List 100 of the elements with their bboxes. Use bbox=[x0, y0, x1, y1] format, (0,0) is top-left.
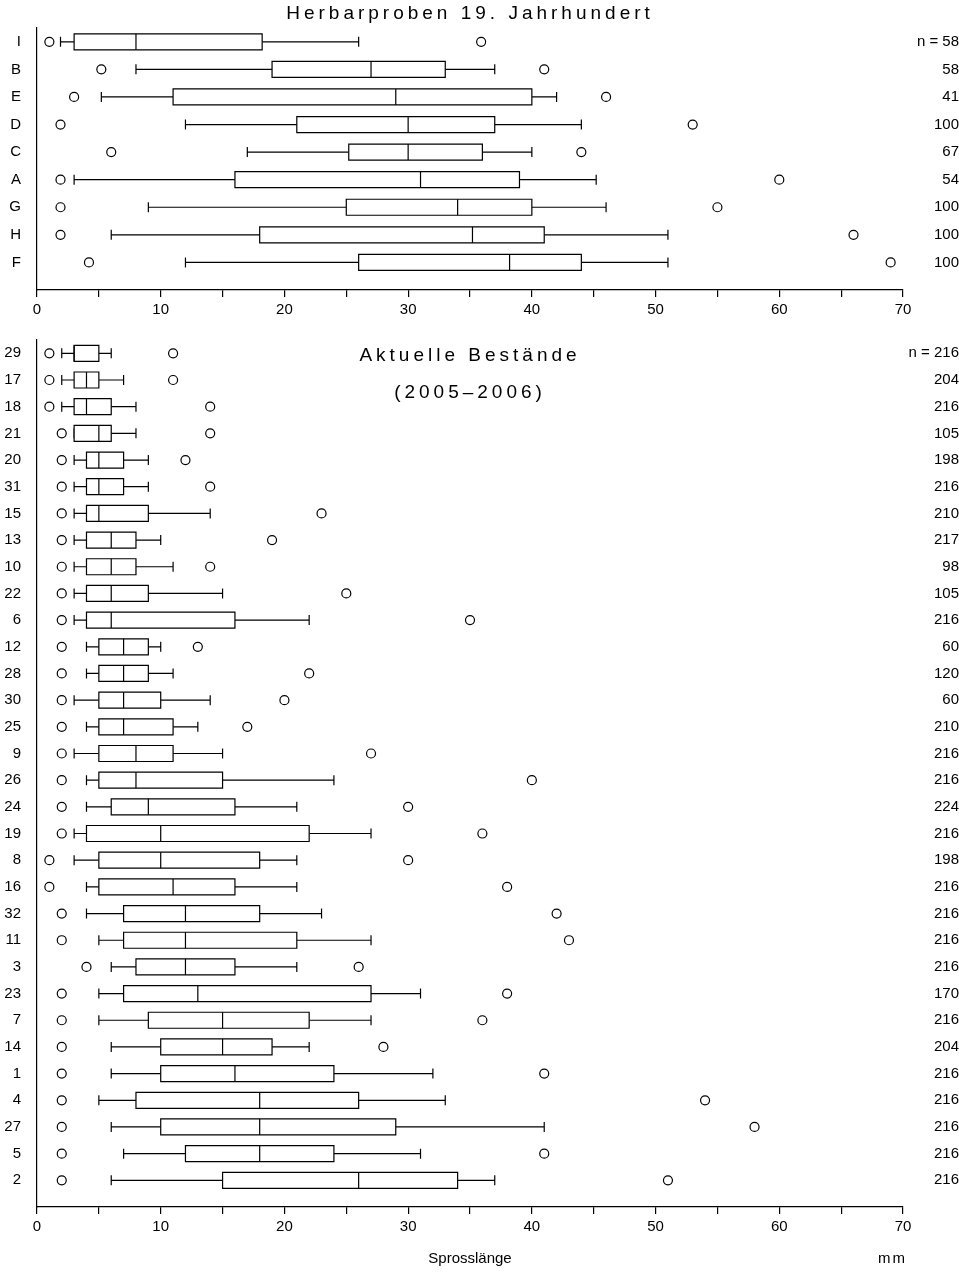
y2-tick-label: 100 bbox=[933, 252, 959, 270]
y2-tick-label: 216 bbox=[933, 957, 959, 975]
y-tick-label: 11 bbox=[5, 930, 21, 948]
y2-tick-label: 216 bbox=[933, 823, 959, 841]
x-axis-title: Sprosslänge bbox=[428, 1249, 512, 1267]
y-tick-label: 21 bbox=[4, 423, 21, 441]
y2-tick-label: 216 bbox=[933, 743, 959, 761]
y2-tick-label: 224 bbox=[933, 796, 959, 814]
y2-tick-label: 204 bbox=[933, 370, 959, 388]
y2-tick-label: 216 bbox=[933, 1143, 959, 1161]
y2-tick-label: 216 bbox=[933, 1010, 959, 1028]
y-tick-label: 14 bbox=[4, 1037, 21, 1055]
y2-tick-label: 100 bbox=[933, 197, 959, 215]
y-tick-label: D bbox=[10, 114, 22, 132]
y2-tick-label: 216 bbox=[933, 877, 959, 895]
y-tick-label: 29 bbox=[4, 343, 21, 361]
y-tick-label: 19 bbox=[4, 823, 21, 841]
y2-tick-label: 100 bbox=[933, 114, 959, 132]
y2-tick-label: 204 bbox=[933, 1037, 959, 1055]
x-tick-label: 70 bbox=[894, 1217, 912, 1235]
x-tick-label: 60 bbox=[770, 300, 788, 318]
y2-tick-label: 54 bbox=[942, 169, 959, 187]
y-tick-label: G bbox=[9, 197, 21, 215]
y2-tick-label: 198 bbox=[933, 450, 959, 468]
y-tick-label: 5 bbox=[12, 1143, 21, 1161]
y2-tick-label: 58 bbox=[942, 59, 959, 77]
y-tick-label: 27 bbox=[4, 1117, 21, 1135]
x-tick-label: 30 bbox=[399, 300, 417, 318]
y2-tick-label: 100 bbox=[933, 224, 959, 242]
y-tick-label: 7 bbox=[12, 1010, 21, 1028]
x-tick-label: 50 bbox=[647, 1217, 664, 1235]
y-tick-label: 26 bbox=[4, 770, 21, 788]
y-tick-label: 2 bbox=[12, 1170, 21, 1188]
y2-tick-label: 216 bbox=[933, 396, 959, 414]
y-tick-label: 28 bbox=[4, 663, 21, 681]
x-tick-label: 50 bbox=[647, 300, 664, 318]
x-tick-label: 40 bbox=[523, 300, 541, 318]
y-tick-label: 31 bbox=[4, 476, 21, 494]
y2-tick-label: 67 bbox=[942, 142, 959, 160]
y-tick-label: E bbox=[10, 87, 21, 105]
y-tick-label: 17 bbox=[4, 370, 21, 388]
text: mm bbox=[878, 1249, 907, 1267]
y-tick-label: 9 bbox=[12, 743, 21, 761]
y2-tick-label: 170 bbox=[933, 983, 959, 1001]
y-tick-label: H bbox=[10, 224, 21, 242]
y2-tick-label: 216 bbox=[933, 1063, 959, 1081]
y2-tick-label: n = 216 bbox=[908, 343, 959, 361]
chart-title: Aktuelle Bestände bbox=[359, 344, 581, 366]
y2-tick-label: 216 bbox=[933, 1170, 959, 1188]
y2-tick-label: 198 bbox=[933, 850, 959, 868]
x-tick-label: 10 bbox=[152, 1217, 170, 1235]
x-tick-label: 10 bbox=[152, 300, 170, 318]
text: (2005–2006) bbox=[394, 381, 546, 403]
y2-tick-label: 216 bbox=[933, 610, 959, 628]
y-tick-label: 32 bbox=[4, 903, 21, 921]
y-tick-label: 6 bbox=[12, 610, 21, 628]
y-tick-label: C bbox=[10, 142, 22, 160]
x-tick-label: 20 bbox=[276, 1217, 293, 1235]
y2-tick-label: 216 bbox=[933, 930, 959, 948]
y-tick-label: 18 bbox=[4, 396, 21, 414]
y-tick-label: 8 bbox=[12, 850, 21, 868]
y2-tick-label: 120 bbox=[933, 663, 959, 681]
y-tick-label: 4 bbox=[12, 1090, 21, 1108]
y-tick-label: 12 bbox=[4, 636, 21, 654]
y-tick-label: 10 bbox=[4, 556, 21, 574]
y-tick-label: 3 bbox=[12, 957, 21, 975]
chart-title: Herbarproben 19. Jahrhundert bbox=[286, 2, 654, 24]
y-tick-label: A bbox=[10, 169, 21, 187]
y-tick-label: 13 bbox=[4, 530, 21, 548]
y2-tick-label: 216 bbox=[933, 770, 959, 788]
y-tick-label: 20 bbox=[4, 450, 21, 468]
x-tick-label: 70 bbox=[894, 300, 912, 318]
y2-tick-label: 210 bbox=[933, 503, 959, 521]
y2-tick-label: 41 bbox=[942, 87, 959, 105]
x-tick-label: 40 bbox=[523, 1217, 541, 1235]
y2-tick-label: n = 58 bbox=[916, 31, 959, 49]
y-tick-label: B bbox=[10, 59, 21, 77]
y2-tick-label: 216 bbox=[933, 903, 959, 921]
y-tick-label: 16 bbox=[4, 877, 21, 895]
y-tick-label: 30 bbox=[4, 690, 21, 708]
y-tick-label: 25 bbox=[4, 716, 21, 734]
y2-tick-label: 105 bbox=[933, 583, 959, 601]
y2-tick-label: 216 bbox=[933, 1090, 959, 1108]
y2-tick-label: 210 bbox=[933, 716, 959, 734]
y-tick-label: 23 bbox=[4, 983, 21, 1001]
x-tick-label: 20 bbox=[276, 300, 293, 318]
y-tick-label: I bbox=[16, 31, 21, 49]
y-tick-label: 24 bbox=[4, 796, 21, 814]
x-tick-label: 0 bbox=[32, 1217, 42, 1235]
x-tick-label: 0 bbox=[32, 300, 42, 318]
y2-tick-label: 60 bbox=[942, 636, 959, 654]
x-tick-label: 30 bbox=[399, 1217, 417, 1235]
y2-tick-label: 216 bbox=[933, 476, 959, 494]
y-tick-label: 1 bbox=[12, 1063, 21, 1081]
y2-tick-label: 216 bbox=[933, 1117, 959, 1135]
y2-tick-label: 60 bbox=[942, 690, 959, 708]
y-tick-label: 22 bbox=[4, 583, 21, 601]
y-tick-label: F bbox=[11, 252, 21, 270]
x-tick-label: 60 bbox=[770, 1217, 788, 1235]
y-tick-label: 15 bbox=[4, 503, 21, 521]
